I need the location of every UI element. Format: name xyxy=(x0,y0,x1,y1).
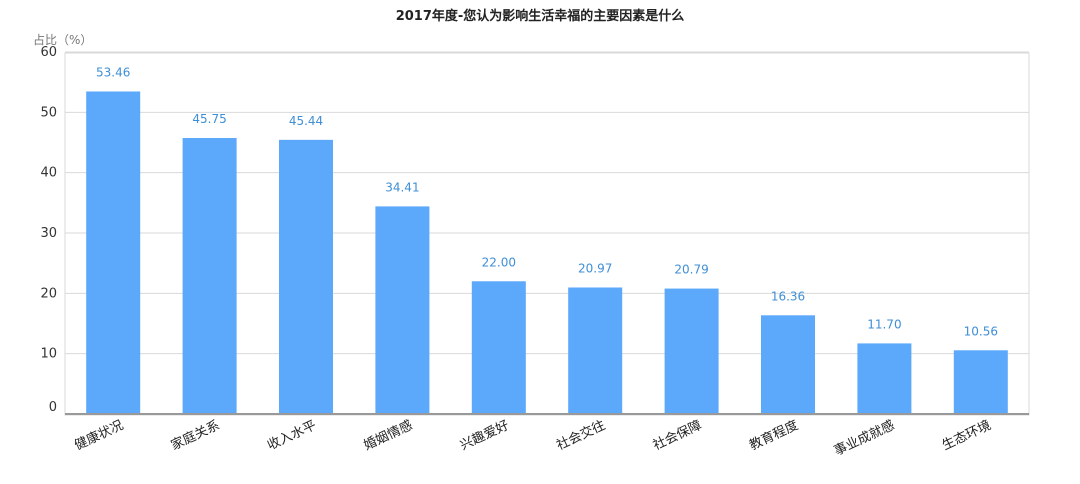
x-tick-label: 收入水平 xyxy=(265,418,318,454)
y-axis-label: 占比（%） xyxy=(33,32,92,47)
y-tick-label: 0 xyxy=(49,400,57,415)
x-tick-label: 事业成就感 xyxy=(831,417,897,459)
bar xyxy=(375,206,430,414)
bar xyxy=(761,315,815,414)
y-tick-label: 20 xyxy=(40,286,57,301)
x-tick-label: 婚姻情感 xyxy=(361,417,415,453)
bar xyxy=(857,343,912,414)
x-tick-label: 社会交往 xyxy=(554,417,608,453)
y-tick-label: 30 xyxy=(40,226,57,241)
bar xyxy=(568,287,623,414)
x-tick-label: 生态环境 xyxy=(940,418,993,454)
x-tick-label: 兴趣爱好 xyxy=(458,418,511,454)
value-label: 11.70 xyxy=(867,317,901,331)
bar xyxy=(953,350,1008,414)
value-label: 45.75 xyxy=(192,112,226,126)
y-tick-label: 50 xyxy=(40,105,57,120)
y-axis-ticks: 0 10 20 30 40 50 60 xyxy=(40,45,57,415)
y-tick-label: 60 xyxy=(40,45,57,60)
bar xyxy=(182,137,237,415)
value-label: 10.56 xyxy=(964,324,998,338)
value-label: 22.00 xyxy=(482,255,516,269)
value-labels: 53.46 45.75 45.44 34.41 22.00 20.97 20.79 16.36… xyxy=(96,65,998,338)
value-label: 20.79 xyxy=(674,263,708,277)
value-label: 16.36 xyxy=(771,289,805,303)
x-tick-label: 社会保障 xyxy=(650,417,704,453)
bar xyxy=(664,288,719,414)
x-tick-label: 健康状况 xyxy=(72,417,126,453)
bar xyxy=(279,139,333,415)
bar xyxy=(86,91,141,414)
value-label: 34.41 xyxy=(385,180,419,194)
y-tick-label: 40 xyxy=(40,166,57,181)
value-label: 20.97 xyxy=(578,261,612,275)
x-tick-label: 教育程度 xyxy=(747,417,801,453)
bar xyxy=(471,281,526,414)
chart-title: 2017年度-您认为影响生活幸福的主要因素是什么 xyxy=(396,8,685,24)
y-tick-label: 10 xyxy=(40,347,57,362)
value-label: 45.44 xyxy=(289,114,323,128)
bars xyxy=(86,91,1008,415)
x-axis-ticks: 健康状况 家庭关系 收入水平 婚姻情感 兴趣爱好 社会交往 社会保障 教育程度 事业成就感 生态环… xyxy=(72,417,994,459)
x-tick-label: 家庭关系 xyxy=(168,417,222,453)
value-label: 53.46 xyxy=(96,65,130,79)
